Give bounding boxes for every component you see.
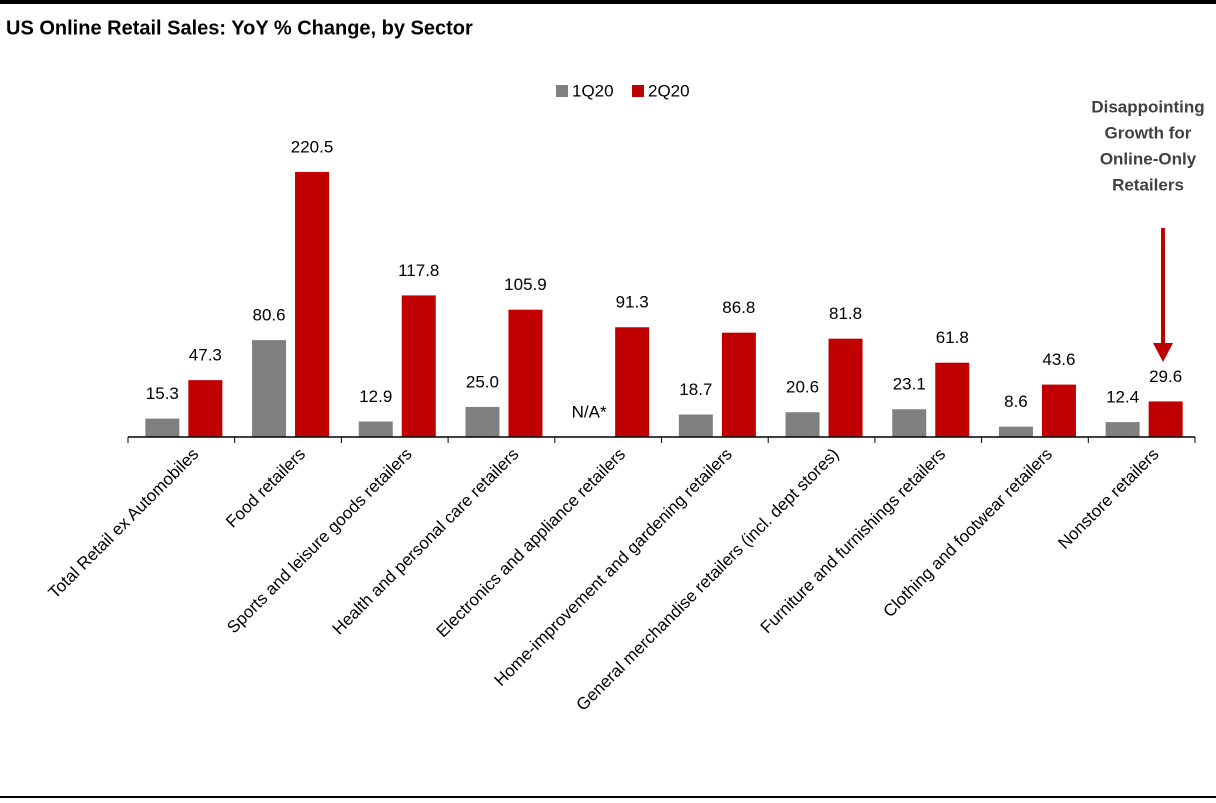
data-label: 18.7 bbox=[679, 380, 712, 399]
data-label: 8.6 bbox=[1004, 392, 1028, 411]
data-label: 12.9 bbox=[359, 387, 392, 406]
data-label: 91.3 bbox=[616, 293, 649, 312]
bar bbox=[998, 426, 1033, 437]
data-label: 29.6 bbox=[1149, 367, 1182, 386]
x-tick-label: Home-improvement and gardening retailers bbox=[491, 445, 736, 690]
annotation: Disappointing bbox=[1091, 97, 1204, 116]
x-tick-label: Furniture and furnishings retailers bbox=[757, 445, 949, 637]
bar bbox=[678, 414, 713, 437]
bar bbox=[252, 340, 287, 437]
data-label: 105.9 bbox=[504, 275, 547, 294]
bar bbox=[935, 362, 970, 437]
bar bbox=[828, 338, 863, 437]
data-label: N/A* bbox=[572, 402, 607, 421]
annotation: Online-Only bbox=[1100, 149, 1197, 168]
data-label: 220.5 bbox=[291, 137, 334, 156]
data-label: 81.8 bbox=[829, 304, 862, 323]
data-label: 15.3 bbox=[146, 384, 179, 403]
bar bbox=[615, 327, 650, 437]
data-label: 80.6 bbox=[253, 306, 286, 325]
data-label: 23.1 bbox=[893, 375, 926, 394]
data-label: 61.8 bbox=[936, 328, 969, 347]
top-rule bbox=[0, 0, 1216, 4]
legend-label: 1Q20 bbox=[572, 81, 614, 100]
chart-title: US Online Retail Sales: YoY % Change, by… bbox=[6, 17, 473, 39]
x-tick-label: Nonstore retailers bbox=[1054, 445, 1162, 553]
x-tick-label: Electronics and appliance retailers bbox=[433, 445, 630, 642]
bar bbox=[295, 171, 330, 438]
legend-swatch bbox=[556, 85, 568, 97]
data-label: 20.6 bbox=[786, 378, 819, 397]
bar bbox=[465, 406, 500, 437]
x-tick-label: Food retailers bbox=[222, 445, 309, 532]
legend-swatch bbox=[632, 85, 644, 97]
bar bbox=[1041, 384, 1076, 437]
arrow bbox=[1153, 228, 1173, 362]
data-label: 43.6 bbox=[1042, 350, 1075, 369]
bar bbox=[358, 421, 393, 437]
x-tick-label: Clothing and footwear retailers bbox=[879, 445, 1055, 621]
annotation: Growth for bbox=[1105, 123, 1192, 142]
bar bbox=[145, 418, 180, 437]
x-tick-label: Sports and leisure goods retailers bbox=[223, 445, 416, 638]
bar bbox=[721, 332, 756, 437]
bar bbox=[1105, 422, 1140, 437]
data-label: 86.8 bbox=[722, 298, 755, 317]
bar bbox=[892, 409, 927, 437]
bottom-rule bbox=[0, 796, 1216, 798]
bar bbox=[1148, 401, 1183, 437]
legend-label: 2Q20 bbox=[648, 81, 690, 100]
data-label: 47.3 bbox=[189, 346, 222, 365]
bar bbox=[401, 295, 436, 437]
x-tick-label: Total Retail ex Automobiles bbox=[45, 445, 203, 603]
bar bbox=[785, 412, 820, 437]
data-label: 12.4 bbox=[1106, 388, 1139, 407]
data-label: 117.8 bbox=[398, 261, 439, 280]
annotation: Retailers bbox=[1112, 175, 1184, 194]
bar bbox=[188, 380, 223, 437]
data-label: 25.0 bbox=[466, 372, 499, 391]
bar bbox=[508, 309, 543, 437]
x-tick-label: Health and personal care retailers bbox=[329, 445, 523, 639]
